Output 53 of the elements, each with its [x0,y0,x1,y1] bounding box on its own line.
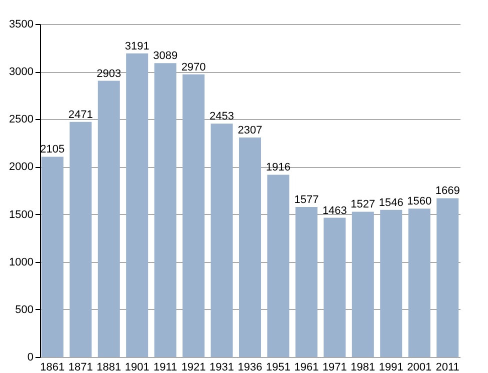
data-label: 1546 [378,196,404,209]
bar [408,208,430,357]
y-tick-label: 2500 [9,114,34,126]
bar [70,122,92,357]
y-tick-label: 1500 [9,208,34,221]
bar [126,53,148,357]
data-label: 1916 [266,162,290,174]
bar [98,80,120,357]
x-tick-label: 1981 [350,362,376,373]
data-label: 3191 [124,40,150,52]
bar [267,174,290,357]
x-tick-label: 1961 [294,362,319,373]
data-label: 2471 [68,108,93,121]
x-tick-label: 1921 [181,362,206,373]
data-label: 2105 [40,144,65,156]
x-tick-label: 1971 [322,362,347,373]
bar [210,124,233,357]
x-tick-label: 1871 [68,362,93,373]
bar [238,138,262,357]
data-label: 2970 [181,61,206,74]
bar [182,74,205,357]
data-label: 1463 [322,204,347,217]
bar [352,212,374,357]
bar [154,63,176,357]
data-label: 1560 [407,196,432,208]
y-tick-label: 2000 [9,161,34,174]
y-tick-label: 3000 [9,66,34,78]
bar [324,218,346,357]
data-label: 2903 [96,68,122,80]
data-label: 1527 [350,198,376,211]
bar [436,198,459,357]
data-label: 2453 [210,110,234,123]
x-tick-label: 1951 [266,362,290,373]
data-label: 2307 [238,124,262,137]
x-tick-label: 1901 [124,362,150,373]
data-label: 1577 [294,194,319,206]
x-tick-label: 1911 [153,362,178,373]
y-tick-label: 500 [15,304,34,316]
bar [295,206,318,357]
x-tick-label: 1931 [210,362,234,373]
x-tick-label: 1881 [96,362,122,373]
data-label: 3089 [153,50,178,62]
y-tick-label: 3500 [9,18,34,30]
x-tick-label: 1861 [40,362,65,373]
y-tick-label: 0 [27,352,34,364]
y-tick-label: 1000 [9,256,34,268]
data-label: 1669 [435,185,460,198]
x-tick-label: 2001 [407,362,432,373]
x-tick-label: 1991 [378,362,404,373]
x-tick-label: 2011 [436,362,460,373]
x-tick-label: 1936 [238,362,262,373]
bar [380,210,402,357]
bar [41,156,64,357]
